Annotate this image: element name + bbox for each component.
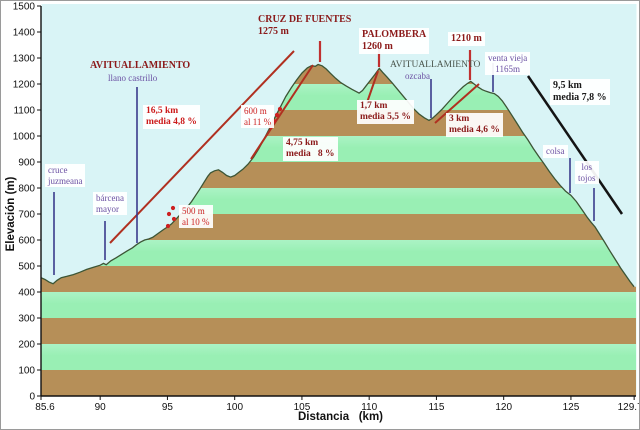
x-tick-label: 100	[226, 402, 243, 413]
y-tick-label: 1300	[13, 54, 36, 65]
descent-9-5km-line	[526, 75, 624, 215]
annotation-barcena-mayor: bárcena mayor	[93, 192, 127, 216]
annotation-summit-palombera: PALOMBERA 1260 m	[359, 28, 430, 54]
x-tick-label: 110	[361, 402, 377, 413]
elevation-band	[41, 370, 636, 396]
x-tick-label: 90	[95, 402, 107, 413]
annotation-summit-cruz-de-fuentes: CRUZ DE FUENTES 1275 m	[258, 14, 352, 37]
y-tick-label: 600	[18, 236, 35, 247]
dots-600m	[277, 106, 283, 112]
dots-500m	[166, 211, 172, 217]
y-tick-label: 0	[29, 392, 35, 403]
elevation-band	[41, 292, 636, 318]
x-tick-label: 125	[563, 402, 580, 413]
x-axis-title: Distancia (km)	[298, 411, 383, 423]
annotation-los-tojos: los tojos	[575, 161, 599, 185]
annotation-ozcaba: ozcaba	[405, 71, 430, 81]
y-tick-label: 800	[18, 184, 35, 195]
annotation-summit-1210: 1210 m	[448, 32, 485, 46]
dots-600m	[274, 112, 280, 118]
elevation-band	[41, 266, 636, 292]
climb-3km-line	[434, 83, 480, 124]
y-tick-label: 1200	[13, 80, 36, 91]
annotation-colsa: colsa	[543, 145, 568, 158]
annotation-grade-1-7km: 1,7 km media 5,5 %	[357, 100, 414, 125]
y-tick-label: 1500	[13, 2, 36, 13]
x-tick-label: 120	[495, 402, 512, 413]
axes: 0 100 200 300 400 500 600 700 800 900 1000 1100 1200…	[13, 2, 640, 414]
x-tick-label: 105	[294, 402, 311, 413]
climb-4-75km-line	[250, 64, 314, 160]
y-tick-label: 1400	[13, 28, 36, 39]
y-tick-label: 1100	[13, 106, 35, 117]
y-tick-label: 900	[18, 158, 35, 169]
annotation-grade-500m: 500 m al 10 %	[179, 205, 213, 229]
climb-16-5km-line	[109, 50, 295, 244]
elevation-band	[41, 344, 636, 370]
annotation-grade-600m: 600 m al 11 %	[241, 105, 275, 129]
annotation-grade-3km: 3 km media 4,6 %	[446, 113, 503, 138]
annotation-grade-9-5km: 9,5 km media 7,8 %	[550, 79, 610, 105]
y-tick-label: 400	[18, 288, 35, 299]
dots-500m	[165, 223, 171, 229]
dots-500m	[171, 216, 177, 222]
y-tick-label: 1000	[13, 132, 36, 143]
y-tick-label: 500	[18, 262, 35, 273]
y-tick-label: 300	[18, 314, 35, 325]
dots-500m	[170, 205, 176, 211]
y-tick-label: 100	[18, 366, 35, 377]
annotation-venta-vieja: venta vieja 1165m	[485, 52, 531, 76]
annotation-grade-16-5km: 16,5 km media 4,8 %	[143, 105, 200, 130]
annotation-avituallamiento-ozcaba: AVITUALLAMIENTO	[390, 60, 481, 70]
annotation-llano-castrillo: llano castrillo	[108, 73, 158, 83]
terrain-outline	[40, 63, 635, 288]
annotation-grade-4-75km: 4,75 km media 8 %	[283, 137, 338, 162]
x-tick-label: 115	[428, 402, 444, 413]
y-tick-label: 200	[18, 340, 35, 351]
annotation-cruce-juzmeana: cruce juzmeana	[45, 164, 86, 188]
elevation-band	[41, 318, 636, 344]
annotation-avituallamiento-llano: AVITUALLAMIENTO	[90, 60, 191, 71]
x-tick-label: 85.6	[35, 402, 55, 413]
elevation-band	[41, 240, 636, 266]
y-axis-title: Elevación (m)	[5, 176, 17, 252]
y-tick-label: 700	[18, 210, 35, 221]
x-tick-label: 129.7	[618, 402, 640, 413]
x-tick-label: 95	[162, 402, 174, 413]
